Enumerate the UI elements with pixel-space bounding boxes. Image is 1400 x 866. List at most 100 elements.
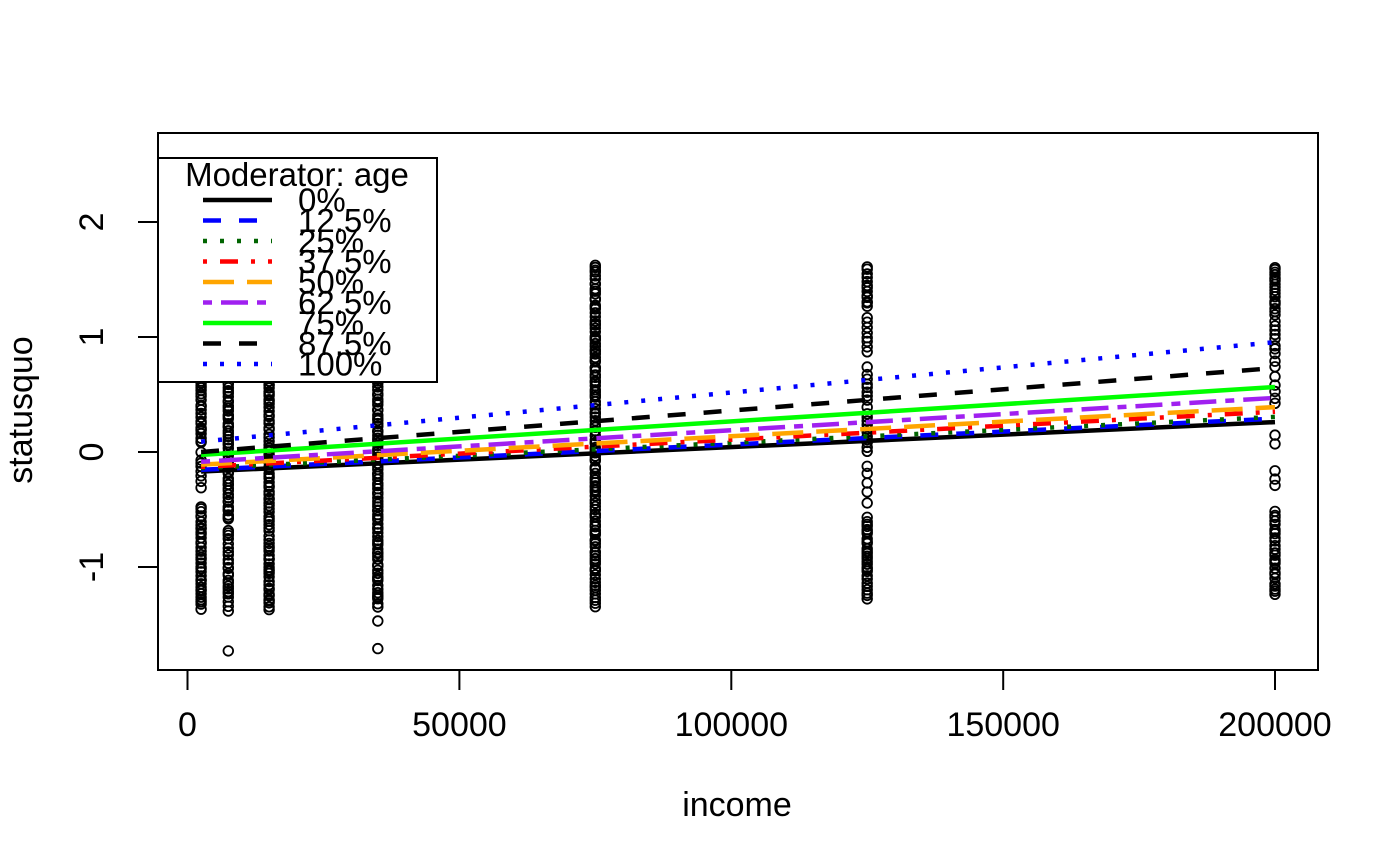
- data-point: [1269, 385, 1281, 398]
- data-point: [222, 413, 235, 425]
- data-point: [589, 463, 602, 476]
- data-point: [195, 400, 207, 413]
- data-point: [195, 482, 207, 494]
- data-point: [589, 601, 602, 613]
- y-tick-label: 0: [73, 443, 111, 462]
- data-point: [861, 268, 873, 280]
- data-point: [861, 570, 873, 582]
- data-point: [1269, 585, 1281, 597]
- x-tick-label: 200000: [1218, 706, 1331, 744]
- data-point: [222, 505, 235, 517]
- y-tick-label: 1: [73, 328, 111, 347]
- data-point: [861, 316, 873, 328]
- data-point: [222, 605, 235, 617]
- data-point: [263, 500, 275, 512]
- data-point: [589, 288, 602, 300]
- data-point: [263, 534, 275, 546]
- data-point: [263, 481, 275, 494]
- data-point: [263, 398, 275, 410]
- data-point: [1269, 370, 1281, 383]
- x-tick-label: 100000: [675, 706, 788, 744]
- data-point: [195, 424, 207, 437]
- data-point: [222, 538, 235, 550]
- regression-line-75%: [200, 384, 1276, 458]
- data-point: [1269, 343, 1281, 355]
- data-point: [222, 496, 235, 508]
- data-point: [589, 503, 602, 516]
- data-point: [263, 597, 275, 609]
- data-point: [195, 570, 207, 582]
- data-point: [222, 546, 235, 558]
- data-point: [861, 520, 873, 533]
- data-point: [1269, 511, 1281, 524]
- data-point: [589, 500, 602, 513]
- data-point: [195, 404, 207, 416]
- data-point: [861, 361, 873, 373]
- data-point: [1269, 291, 1281, 303]
- data-point: [1269, 347, 1281, 360]
- data-point: [589, 558, 602, 570]
- data-point: [372, 560, 384, 572]
- y-tick-label: -1: [73, 552, 111, 582]
- data-point: [263, 590, 275, 602]
- x-tick-label: 0: [178, 706, 197, 744]
- data-point: [861, 386, 873, 398]
- data-point: [222, 588, 235, 600]
- y-axis-title: statusquo: [2, 336, 40, 483]
- data-point: [263, 428, 275, 441]
- data-point: [263, 545, 275, 557]
- data-point: [222, 430, 235, 443]
- data-point: [372, 601, 384, 613]
- data-point: [861, 558, 873, 570]
- legend-label: 100%: [298, 346, 382, 383]
- data-point: [263, 382, 275, 394]
- data-point: [263, 549, 275, 562]
- data-point: [1269, 465, 1281, 477]
- regression-line-62.5%: [200, 395, 1276, 465]
- data-point: [589, 455, 602, 467]
- data-point: [1269, 324, 1281, 336]
- data-point: [263, 575, 275, 588]
- data-point: [861, 381, 873, 394]
- outlier-point: [372, 615, 384, 627]
- data-point: [263, 603, 275, 616]
- data-point: [263, 389, 275, 402]
- data-point: [589, 486, 602, 498]
- data-point: [1269, 309, 1281, 321]
- data-point: [589, 326, 602, 338]
- data-point: [861, 497, 873, 509]
- data-point: [861, 445, 873, 458]
- data-point: [589, 348, 602, 360]
- data-point: [589, 307, 602, 319]
- regression-line-37.5%: [200, 409, 1276, 470]
- data-point: [589, 340, 602, 353]
- data-point: [263, 410, 275, 423]
- data-point: [861, 297, 873, 309]
- data-point: [222, 405, 235, 417]
- data-point: [589, 597, 602, 609]
- data-point: [589, 565, 602, 577]
- data-point: [263, 488, 275, 501]
- data-point: [1269, 479, 1281, 492]
- x-axis: 0 50000 100000 150000 200000: [178, 670, 1332, 744]
- data-point: [1269, 473, 1281, 485]
- data-point: [372, 593, 384, 605]
- data-point: [861, 565, 873, 578]
- legend-label: 37.5%: [298, 243, 392, 280]
- data-point: [589, 546, 602, 559]
- data-point: [589, 569, 602, 581]
- data-point: [195, 516, 207, 528]
- data-point: [861, 486, 873, 498]
- data-point: [861, 378, 873, 390]
- data-point: [222, 562, 235, 575]
- data-point: [861, 327, 873, 339]
- x-axis-title: income: [682, 786, 792, 824]
- data-point: [372, 523, 384, 535]
- regression-lines: [200, 339, 1276, 474]
- legend-label: 12.5%: [298, 202, 392, 239]
- data-point: [861, 460, 873, 473]
- data-point: [1269, 527, 1281, 540]
- data-point: [1269, 340, 1281, 352]
- data-point: [1269, 298, 1281, 310]
